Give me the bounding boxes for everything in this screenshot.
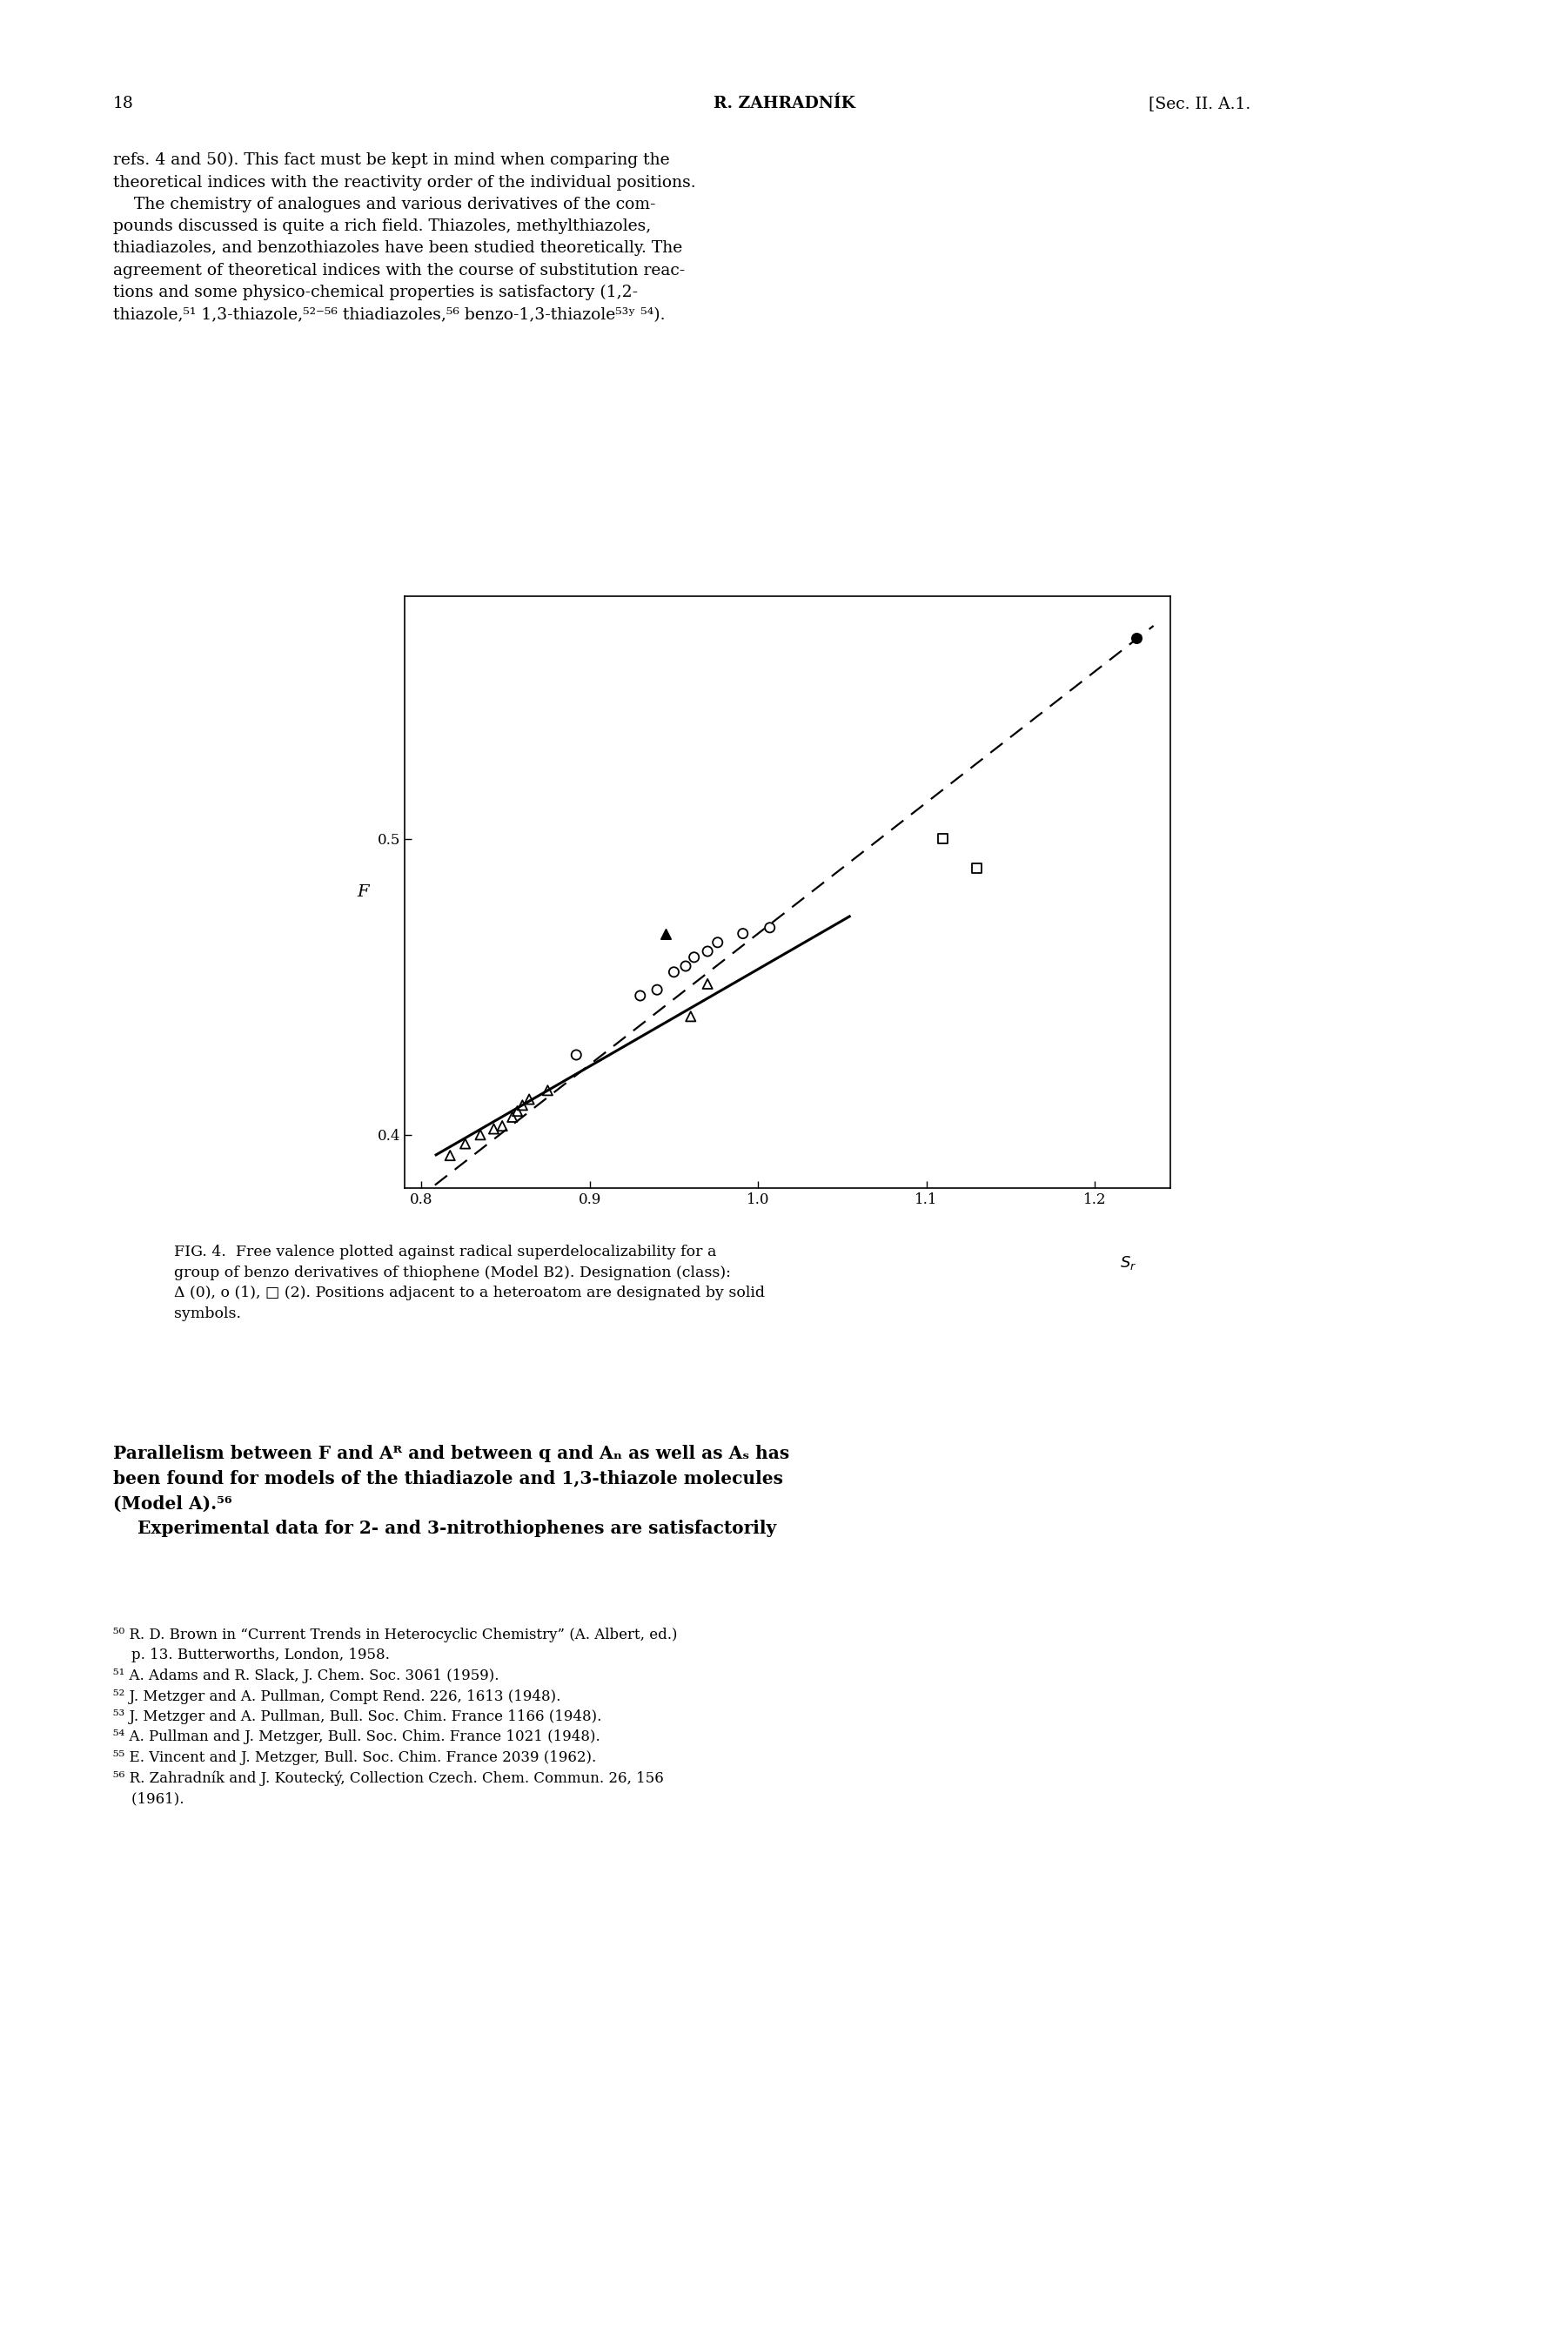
Point	[757, 909, 782, 947]
Point	[930, 820, 955, 858]
Text: R. ZAHRADNÍK: R. ZAHRADNÍK	[713, 96, 855, 110]
Point	[481, 1109, 506, 1147]
Point	[516, 1081, 541, 1119]
Point	[564, 1036, 590, 1074]
Point	[695, 933, 720, 971]
Text: [Sec. II. A.1.: [Sec. II. A.1.	[1149, 96, 1251, 110]
Point	[437, 1137, 463, 1175]
Point	[500, 1097, 525, 1135]
Point	[695, 966, 720, 1003]
Point	[1124, 618, 1149, 656]
Point	[489, 1107, 514, 1144]
Point	[652, 914, 677, 952]
Point	[679, 999, 704, 1036]
Point	[662, 954, 687, 992]
Point	[673, 947, 698, 985]
Point	[505, 1093, 530, 1130]
Text: ⁵⁰ R. D. Brown in “Current Trends in Heterocyclic Chemistry” (A. Albert, ed.)
  : ⁵⁰ R. D. Brown in “Current Trends in Het…	[113, 1629, 677, 1807]
Point	[453, 1126, 478, 1163]
Text: 18: 18	[113, 96, 133, 110]
Text: $S_r$: $S_r$	[1120, 1255, 1137, 1271]
Point	[510, 1086, 535, 1123]
Y-axis label: F: F	[358, 884, 368, 900]
Point	[627, 978, 652, 1015]
Point	[731, 914, 756, 952]
Point	[682, 938, 707, 975]
Point	[535, 1072, 560, 1109]
Text: Parallelism between F and Aᴿ and between q and Aₙ as well as Aₛ has
been found f: Parallelism between F and Aᴿ and between…	[113, 1445, 789, 1537]
Point	[964, 851, 989, 888]
Point	[467, 1116, 492, 1154]
Point	[644, 971, 670, 1008]
Text: refs. 4 and 50). This fact must be kept in mind when comparing the
theoretical i: refs. 4 and 50). This fact must be kept …	[113, 153, 696, 322]
Text: FIG. 4.  Free valence plotted against radical superdelocalizability for a
group : FIG. 4. Free valence plotted against rad…	[174, 1246, 765, 1321]
Point	[706, 924, 731, 961]
